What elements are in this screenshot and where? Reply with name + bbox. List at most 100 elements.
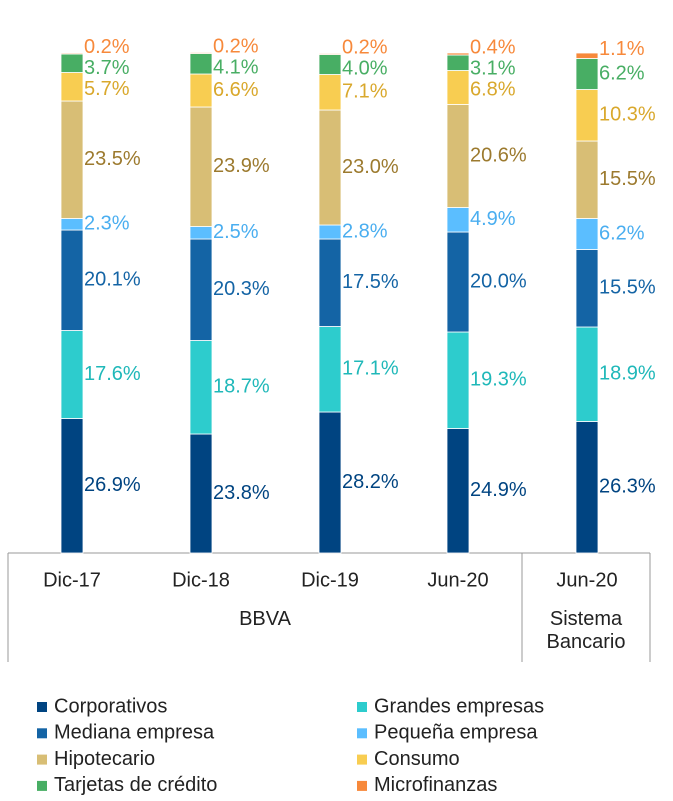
bar-segment (318, 74, 342, 111)
legend-label: Tarjetas de crédito (54, 774, 217, 796)
legend-label: Consumo (374, 748, 460, 770)
bar-segment (189, 238, 213, 341)
x-tick-label: Dic-17 (43, 569, 101, 591)
bar-segment (575, 218, 599, 250)
data-label: 15.5% (599, 168, 656, 190)
data-label: 24.9% (470, 479, 527, 501)
data-label: 20.3% (213, 278, 270, 300)
legend-swatch (37, 780, 47, 791)
legend-label: Hipotecario (54, 748, 155, 770)
x-tick-label: Jun-20 (556, 569, 617, 591)
data-label: 0.2% (84, 36, 130, 58)
data-label: 26.9% (84, 474, 141, 496)
bar-segment (189, 106, 213, 227)
bar-segment (60, 229, 84, 331)
data-label: 6.6% (213, 79, 259, 101)
data-label: 23.9% (213, 155, 270, 177)
bar-segment (60, 418, 84, 554)
legend-label: Corporativos (54, 695, 167, 717)
legend-swatch (37, 728, 47, 739)
data-label: 20.6% (470, 144, 527, 166)
data-label: 26.3% (599, 476, 656, 498)
bar-segment (60, 53, 84, 73)
bar-segment (60, 100, 84, 219)
x-tick-label: Dic-19 (301, 569, 359, 591)
data-label: 7.1% (342, 81, 388, 103)
legend-label: Mediana empresa (54, 722, 215, 744)
bar-segment (318, 326, 342, 413)
data-label: 6.8% (470, 78, 516, 100)
data-label: 2.3% (84, 213, 130, 235)
bar-segment (446, 70, 470, 105)
bar-segment (446, 231, 470, 333)
group-label: Sistema Bancario (546, 608, 626, 653)
data-label: 23.0% (342, 156, 399, 178)
bar-segment (318, 238, 342, 327)
data-label: 3.1% (470, 57, 516, 79)
data-label: 0.4% (470, 36, 516, 58)
data-label: 18.9% (599, 363, 656, 385)
legend-label: Pequeña empresa (374, 722, 538, 744)
legend-swatch (357, 780, 367, 791)
bar-segment (189, 226, 213, 240)
bar-segment (189, 53, 213, 75)
bar-segment (318, 53, 342, 55)
bar-segment (60, 72, 84, 102)
bar-segment (189, 52, 213, 54)
data-label: 3.7% (84, 57, 130, 79)
data-label: 15.5% (599, 277, 656, 299)
legend-swatch (37, 702, 47, 712)
bar-segment (575, 140, 599, 219)
data-label: 6.2% (599, 222, 645, 244)
bar-segment (318, 224, 342, 240)
x-tick-label: Jun-20 (427, 569, 488, 591)
data-label: 4.1% (213, 56, 259, 78)
legend-swatch (357, 728, 367, 739)
bar-segment (575, 421, 599, 554)
bar-segment (446, 52, 470, 56)
data-label: 10.3% (599, 104, 656, 126)
bar-segment (318, 411, 342, 554)
data-label: 1.1% (599, 38, 645, 60)
legend-swatch (37, 754, 47, 765)
data-label: 23.5% (84, 148, 141, 170)
bar-segment (60, 218, 84, 231)
bar-segment (189, 73, 213, 108)
data-label: 23.8% (213, 482, 270, 504)
data-label: 20.0% (470, 270, 527, 292)
bar-segment (60, 330, 84, 419)
legend-swatch (357, 702, 367, 712)
data-label: 19.3% (470, 369, 527, 391)
data-label: 4.9% (470, 208, 516, 230)
bar-segment (60, 52, 84, 55)
data-label: 17.5% (342, 271, 399, 293)
data-label: 20.1% (84, 269, 141, 291)
bar-segment (446, 54, 470, 71)
bar-segment (575, 326, 599, 422)
bar-segment (575, 52, 599, 59)
data-label: 0.2% (213, 35, 259, 57)
data-label: 17.6% (84, 363, 141, 385)
data-label: 2.5% (213, 221, 259, 243)
data-label: 17.1% (342, 358, 399, 380)
bar-segment (575, 58, 599, 90)
legend-label: Microfinanzas (374, 774, 497, 796)
bar-segment (318, 109, 342, 226)
bar-segment (446, 104, 470, 208)
data-label: 18.7% (213, 376, 270, 398)
bar-segment (189, 433, 213, 554)
bar-segment (318, 54, 342, 75)
data-label: 0.2% (342, 36, 388, 58)
bar-segment (575, 89, 599, 142)
x-tick-label: Dic-18 (172, 569, 230, 591)
bar-segment (446, 207, 470, 233)
data-label: 2.8% (342, 220, 388, 242)
bar-segment (446, 331, 470, 429)
legend-label: Grandes empresas (374, 695, 544, 717)
data-label: 4.0% (342, 57, 388, 79)
group-label: BBVA (239, 608, 291, 630)
data-label: 28.2% (342, 471, 399, 493)
data-label: 6.2% (599, 62, 645, 84)
